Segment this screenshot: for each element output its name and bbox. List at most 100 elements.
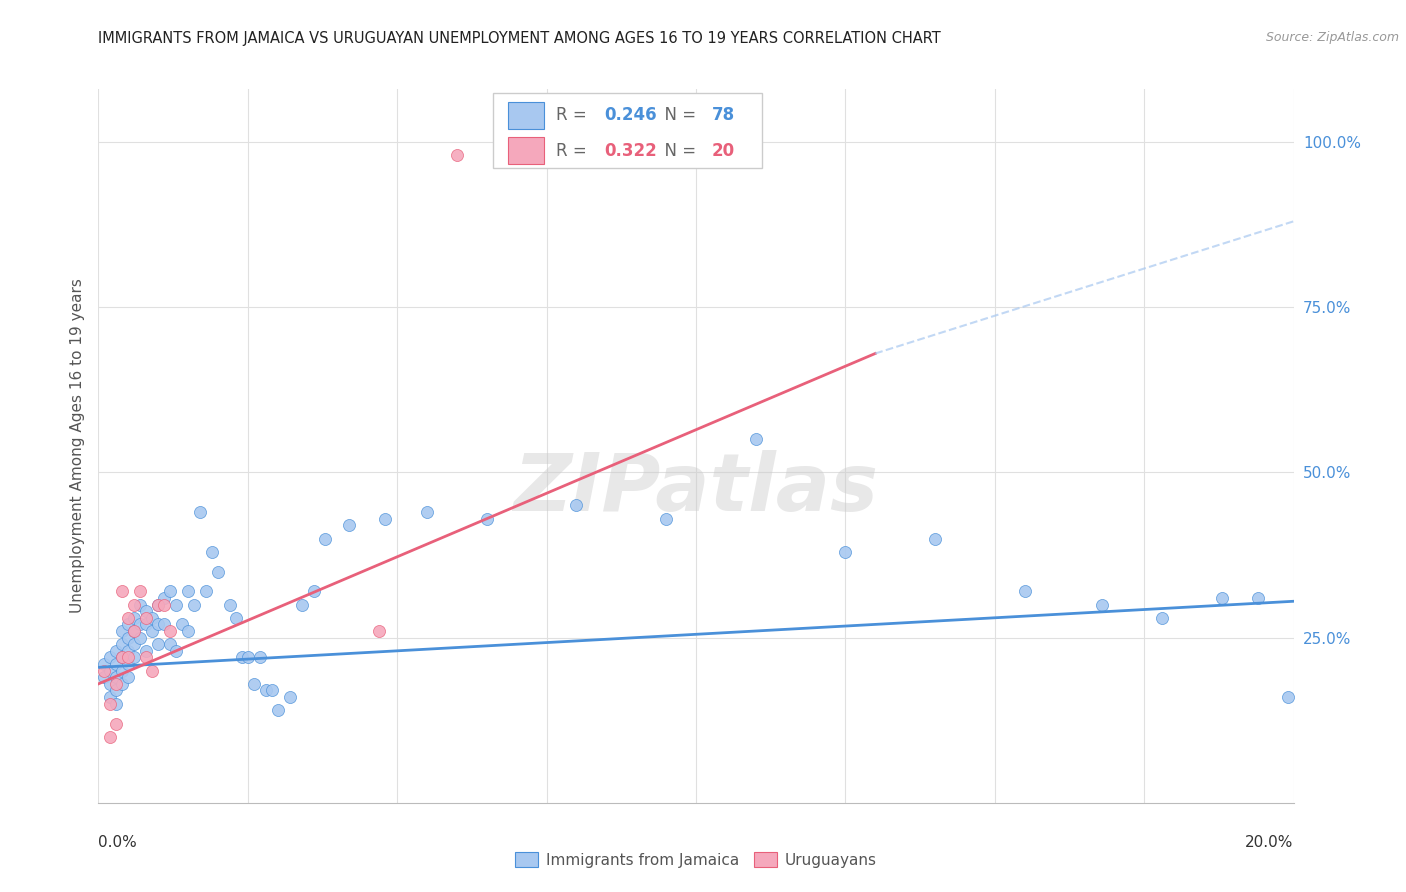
Point: [98, 690, 122, 704]
Point: [129, 617, 152, 632]
Text: R =: R =: [557, 106, 592, 124]
Point: [105, 657, 128, 671]
Point: [315, 532, 337, 546]
Point: [105, 716, 128, 731]
Point: [111, 637, 134, 651]
Point: [111, 584, 134, 599]
Point: [129, 598, 152, 612]
Point: [1014, 584, 1036, 599]
Text: 0.0%: 0.0%: [98, 836, 138, 850]
Point: [201, 545, 224, 559]
Legend: Immigrants from Jamaica, Uruguayans: Immigrants from Jamaica, Uruguayans: [509, 846, 883, 873]
Point: [124, 611, 146, 625]
Point: [231, 650, 253, 665]
Point: [117, 611, 139, 625]
Point: [1091, 598, 1114, 612]
Point: [98, 730, 122, 744]
FancyBboxPatch shape: [494, 93, 762, 168]
Point: [207, 565, 229, 579]
Point: [124, 624, 146, 638]
Point: [243, 677, 266, 691]
Point: [159, 584, 181, 599]
Point: [93, 657, 115, 671]
Text: 78: 78: [711, 106, 734, 124]
Point: [260, 683, 283, 698]
Point: [135, 650, 157, 665]
Point: [1150, 611, 1173, 625]
Point: [153, 591, 176, 605]
Text: 20: 20: [711, 142, 734, 160]
Point: [98, 664, 122, 678]
Point: [339, 518, 360, 533]
Point: [148, 617, 170, 632]
Text: N =: N =: [654, 106, 702, 124]
Point: [159, 637, 181, 651]
Point: [225, 611, 247, 625]
Point: [124, 650, 146, 665]
Point: [416, 505, 439, 519]
Point: [105, 677, 128, 691]
Point: [565, 499, 588, 513]
Point: [368, 624, 391, 638]
Point: [655, 511, 678, 525]
Point: [249, 650, 271, 665]
Point: [129, 631, 152, 645]
Point: [111, 624, 134, 638]
Point: [93, 664, 115, 678]
Text: Source: ZipAtlas.com: Source: ZipAtlas.com: [1265, 31, 1399, 45]
Point: [446, 148, 468, 162]
Point: [129, 584, 152, 599]
Point: [219, 598, 242, 612]
Point: [124, 637, 146, 651]
Text: 0.322: 0.322: [605, 142, 657, 160]
Point: [124, 624, 146, 638]
Point: [177, 624, 200, 638]
Point: [153, 617, 176, 632]
Point: [111, 650, 134, 665]
Point: [148, 637, 170, 651]
Y-axis label: Unemployment Among Ages 16 to 19 years: Unemployment Among Ages 16 to 19 years: [69, 278, 84, 614]
FancyBboxPatch shape: [509, 137, 544, 164]
Point: [105, 644, 128, 658]
Text: 0.246: 0.246: [605, 106, 657, 124]
Point: [159, 624, 181, 638]
Point: [135, 611, 157, 625]
Point: [117, 644, 139, 658]
Text: R =: R =: [557, 142, 592, 160]
Point: [117, 670, 139, 684]
Text: 20.0%: 20.0%: [1246, 836, 1294, 850]
Point: [188, 505, 211, 519]
Point: [236, 650, 259, 665]
Point: [111, 664, 134, 678]
Point: [117, 617, 139, 632]
Point: [290, 598, 312, 612]
Point: [475, 511, 498, 525]
Point: [1277, 690, 1299, 704]
Point: [302, 584, 325, 599]
Point: [117, 657, 139, 671]
Point: [1211, 591, 1233, 605]
Text: N =: N =: [654, 142, 702, 160]
Point: [194, 584, 218, 599]
Point: [98, 650, 122, 665]
Point: [117, 631, 139, 645]
Point: [98, 697, 122, 711]
Point: [374, 511, 396, 525]
Point: [105, 697, 128, 711]
Point: [135, 644, 157, 658]
Point: [111, 677, 134, 691]
Point: [745, 433, 768, 447]
Point: [267, 703, 290, 717]
Point: [111, 650, 134, 665]
Point: [105, 683, 128, 698]
FancyBboxPatch shape: [509, 102, 544, 128]
Point: [148, 598, 170, 612]
Point: [148, 598, 170, 612]
Point: [135, 617, 157, 632]
Point: [141, 624, 163, 638]
Point: [254, 683, 277, 698]
Text: ZIPatlas: ZIPatlas: [513, 450, 879, 528]
Point: [98, 677, 122, 691]
Point: [105, 670, 128, 684]
Point: [177, 584, 200, 599]
